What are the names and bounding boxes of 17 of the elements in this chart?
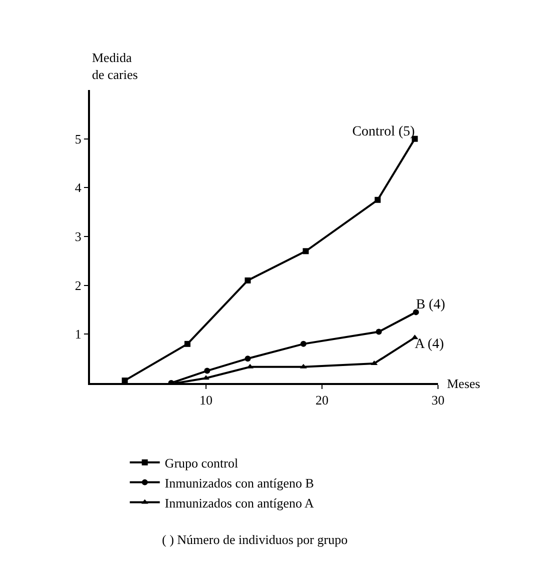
annotation: A (4) — [414, 337, 444, 352]
x-tick-label: 20 — [316, 392, 328, 408]
y-tick-label: 5 — [74, 131, 82, 146]
legend-label: Inmunizados con antígeno A — [164, 495, 315, 510]
x-tick-label: 30 — [432, 392, 444, 408]
x-tick-label: 10 — [200, 392, 212, 408]
legend-label: Inmunizados con antígeno B — [164, 475, 314, 490]
y-tick-label: 2 — [74, 278, 82, 293]
y-tick-label: 4 — [74, 180, 82, 196]
y-tick-label: 3 — [74, 229, 82, 244]
annotation: B (4) — [416, 298, 446, 313]
text: ( ) Número de individuos por grupo — [162, 532, 348, 547]
x-axis-title: Meses — [447, 376, 480, 391]
annotation: Control (5) — [352, 124, 416, 140]
legend-label: Grupo control — [164, 455, 238, 470]
y-tick-label: 1 — [74, 326, 82, 342]
y-axis-title: Medida de caries — [92, 50, 138, 82]
